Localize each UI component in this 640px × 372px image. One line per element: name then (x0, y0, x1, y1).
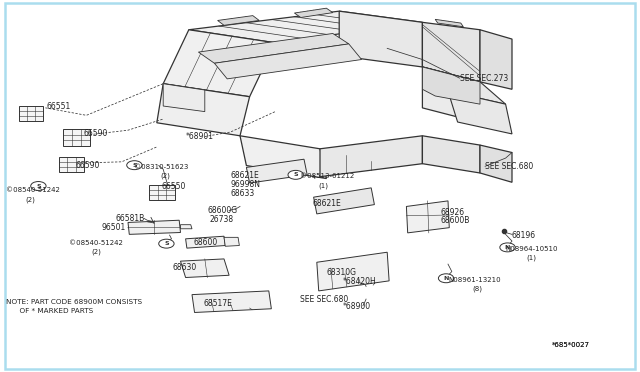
Text: 68517E: 68517E (204, 299, 232, 308)
Polygon shape (180, 259, 229, 278)
Polygon shape (214, 44, 362, 79)
Text: 66590: 66590 (76, 161, 100, 170)
Polygon shape (192, 291, 271, 312)
Polygon shape (198, 33, 349, 63)
Circle shape (500, 243, 515, 252)
Text: 68621E: 68621E (312, 199, 341, 208)
Polygon shape (59, 157, 84, 172)
Text: (2): (2) (160, 173, 170, 179)
Text: SEE SEC.680: SEE SEC.680 (485, 162, 533, 171)
Polygon shape (320, 136, 422, 177)
Text: 68600G: 68600G (208, 206, 238, 215)
Polygon shape (240, 136, 326, 179)
Text: S: S (132, 163, 137, 168)
Polygon shape (246, 159, 307, 183)
Text: 26738: 26738 (210, 215, 234, 224)
Text: 96501: 96501 (101, 223, 125, 232)
Circle shape (438, 274, 454, 283)
Text: 68926: 68926 (440, 208, 465, 217)
Text: N: N (444, 276, 449, 281)
Text: *68900: *68900 (342, 302, 371, 311)
Polygon shape (435, 19, 463, 27)
Polygon shape (189, 11, 422, 43)
Text: *68420H: *68420H (342, 277, 376, 286)
Text: ©08513-61212: ©08513-61212 (300, 173, 354, 179)
Polygon shape (63, 129, 90, 146)
Polygon shape (314, 188, 374, 214)
Text: N: N (505, 245, 510, 250)
Text: 66551: 66551 (46, 102, 70, 110)
Circle shape (159, 239, 174, 248)
Text: 66550: 66550 (162, 182, 186, 190)
Polygon shape (294, 8, 333, 17)
Text: ©08310-51623: ©08310-51623 (134, 164, 189, 170)
Polygon shape (422, 22, 480, 82)
Polygon shape (422, 67, 480, 123)
Polygon shape (422, 67, 480, 104)
Polygon shape (422, 67, 506, 104)
Polygon shape (157, 84, 250, 136)
Polygon shape (163, 30, 275, 97)
Circle shape (288, 170, 303, 179)
Text: (2): (2) (26, 197, 35, 203)
Polygon shape (406, 201, 449, 233)
Text: 68600B: 68600B (440, 217, 470, 225)
Text: S: S (36, 183, 41, 189)
Polygon shape (224, 237, 239, 246)
Text: (1): (1) (319, 182, 329, 189)
Text: *685*0027: *685*0027 (552, 342, 589, 348)
Circle shape (31, 182, 46, 190)
Text: (1): (1) (526, 255, 536, 262)
Polygon shape (149, 185, 175, 200)
Polygon shape (422, 136, 480, 173)
Polygon shape (480, 30, 512, 89)
Text: 66590: 66590 (83, 129, 108, 138)
Polygon shape (448, 91, 512, 134)
Text: S: S (293, 172, 298, 177)
Text: 68621E: 68621E (230, 171, 259, 180)
Text: *68901: *68901 (186, 132, 214, 141)
Text: ©08540-51242: ©08540-51242 (69, 240, 123, 246)
Polygon shape (180, 225, 192, 229)
Text: S: S (164, 241, 169, 246)
Text: *685*0027: *685*0027 (552, 342, 589, 348)
Text: SEE SEC.680: SEE SEC.680 (300, 295, 348, 304)
Text: (8): (8) (472, 285, 483, 292)
Polygon shape (339, 11, 422, 67)
Text: N08964-10510: N08964-10510 (506, 246, 558, 252)
Text: 68630: 68630 (173, 263, 197, 272)
Text: (2): (2) (91, 248, 100, 255)
Polygon shape (480, 145, 512, 182)
Polygon shape (19, 106, 43, 121)
Polygon shape (163, 84, 205, 112)
Text: 66581B: 66581B (115, 214, 145, 223)
Text: N08961-13210: N08961-13210 (448, 277, 500, 283)
Polygon shape (186, 236, 225, 248)
Text: 68633: 68633 (230, 189, 255, 198)
Text: NOTE: PART CODE 68900M CONSISTS
      OF * MARKED PARTS: NOTE: PART CODE 68900M CONSISTS OF * MAR… (6, 299, 143, 314)
Polygon shape (317, 252, 389, 291)
Text: 68196: 68196 (512, 231, 536, 240)
Polygon shape (128, 220, 180, 234)
Circle shape (127, 161, 142, 170)
Polygon shape (218, 16, 259, 25)
Text: 96998N: 96998N (230, 180, 260, 189)
Text: 68310G: 68310G (326, 268, 356, 277)
Text: 68600: 68600 (193, 238, 218, 247)
Text: SEE SEC.273: SEE SEC.273 (460, 74, 508, 83)
Text: ©08540-51242: ©08540-51242 (6, 187, 60, 193)
